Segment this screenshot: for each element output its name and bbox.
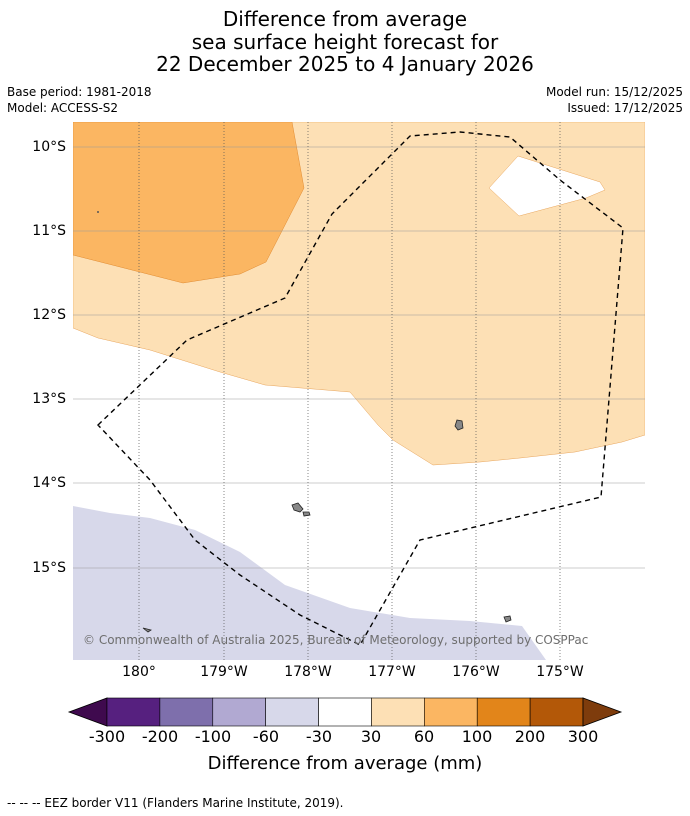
eez-border xyxy=(97,131,624,646)
meta-left: Base period: 1981-2018 Model: ACCESS-S2 xyxy=(7,84,152,116)
colorbar-swatch-7 xyxy=(476,697,531,727)
colorbar-swatch-5 xyxy=(371,697,425,727)
colorbar-swatch-4 xyxy=(318,697,372,727)
issued-text: Issued: 17/12/2025 xyxy=(567,101,683,115)
colorbar-tick-neg60: -60 xyxy=(252,727,280,746)
lon-label-180: 180° xyxy=(122,664,156,680)
lon-label-175w: 175°W xyxy=(536,664,584,680)
title-line-2: sea surface height forecast for xyxy=(191,29,499,54)
colorbar-swatch-0 xyxy=(106,697,161,727)
colorbar-swatch-3 xyxy=(265,697,319,727)
lat-label-15s: 15°S xyxy=(32,560,66,576)
lat-label-10s: 10°S xyxy=(32,139,66,155)
colorbar-extend-high xyxy=(582,697,623,727)
colorbar-tick-neg30: -30 xyxy=(305,727,333,746)
lon-label-178w: 178°W xyxy=(284,664,332,680)
colorbar-swatch-2 xyxy=(212,697,266,727)
colorbar-tick-neg300: -300 xyxy=(88,727,126,746)
island-atafu-area xyxy=(454,419,464,431)
island-small-3 xyxy=(142,627,152,633)
island-small-2 xyxy=(503,615,512,623)
colorbar-swatch-1 xyxy=(159,697,214,727)
map-canvas xyxy=(73,122,645,660)
colorbar-swatch-6 xyxy=(424,697,478,727)
island-speck xyxy=(97,211,99,213)
meta-right: Model run: 15/12/2025 Issued: 17/12/2025 xyxy=(546,84,683,116)
colorbar xyxy=(67,697,623,727)
colorbar-tick-30: 30 xyxy=(360,727,382,746)
lat-label-14s: 14°S xyxy=(32,475,66,491)
colorbar-tick-200: 200 xyxy=(514,727,546,746)
lat-label-12s: 12°S xyxy=(32,307,66,323)
anomaly-region-neutral-pocket xyxy=(488,155,606,217)
lon-label-177w: 177°W xyxy=(368,664,416,680)
model-text: Model: ACCESS-S2 xyxy=(7,101,119,115)
colorbar-tick-300: 300 xyxy=(567,727,599,746)
title-line-3: 22 December 2025 to 4 January 2026 xyxy=(156,52,534,76)
island-small-1 xyxy=(302,511,311,517)
colorbar-title: Difference from average (mm) xyxy=(207,753,483,774)
anomaly-region-neg30-neg60 xyxy=(73,506,546,660)
island-wallis-area xyxy=(291,502,304,513)
lat-label-11s: 11°S xyxy=(32,223,66,239)
colorbar-tick-100: 100 xyxy=(461,727,493,746)
lon-label-176w: 176°W xyxy=(452,664,500,680)
title-line-1: Difference from average xyxy=(222,7,468,31)
chart-title: Difference from average sea surface heig… xyxy=(0,8,690,76)
latitude-gridlines xyxy=(73,146,645,569)
model-run-text: Model run: 15/12/2025 xyxy=(545,85,683,99)
copyright-text: © Commonwealth of Australia 2025, Bureau… xyxy=(83,633,589,647)
colorbar-tick-60: 60 xyxy=(413,727,435,746)
colorbar-swatch-8 xyxy=(529,697,584,727)
colorbar-tick-neg100: -100 xyxy=(194,727,232,746)
lat-label-13s: 13°S xyxy=(32,391,66,407)
base-period-text: Base period: 1981-2018 xyxy=(7,85,152,99)
islands xyxy=(97,211,512,633)
lon-label-179w: 179°W xyxy=(200,664,248,680)
eez-footnote: -- -- -- EEZ border V11 (Flanders Marine… xyxy=(7,796,344,810)
colorbar-extend-low xyxy=(67,697,108,727)
anomaly-region-60-100 xyxy=(73,122,305,284)
colorbar-tick-neg200: -200 xyxy=(141,727,179,746)
